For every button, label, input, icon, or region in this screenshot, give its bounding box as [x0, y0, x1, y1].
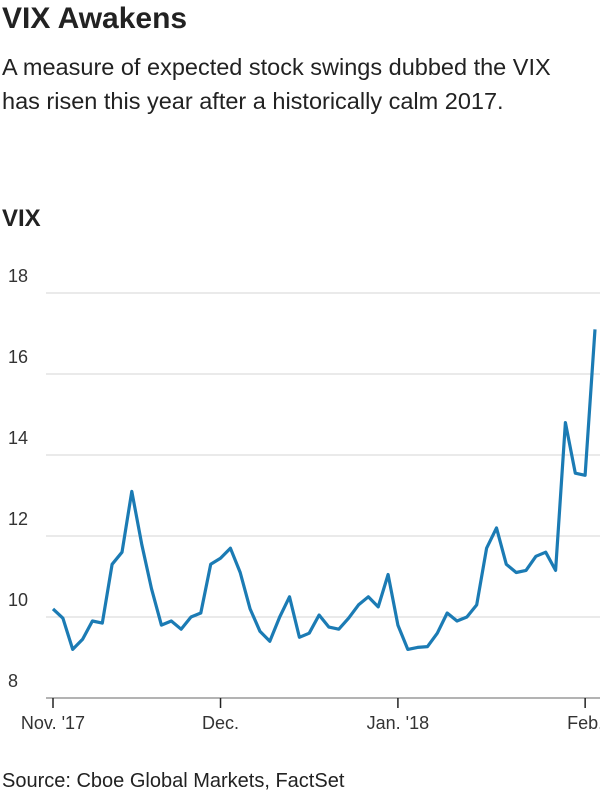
x-tick-label: Nov. '17	[21, 713, 85, 733]
source: Source: Cboe Global Markets, FactSet	[2, 770, 345, 792]
y-tick-label: 8	[8, 671, 18, 691]
x-tick-label: Feb.	[567, 713, 600, 733]
y-tick-label: 10	[8, 590, 28, 610]
chart-subtitle: A measure of expected stock swings dubbe…	[2, 54, 551, 114]
x-tick-label: Dec.	[202, 713, 239, 733]
y-tick-label: 16	[8, 347, 28, 367]
y-tick-label: 18	[8, 266, 28, 286]
chart-title: VIX Awakens	[2, 2, 188, 35]
chart: 8 10 12 14 16 18 Nov. '17 Dec. Jan. '18 Feb.	[8, 266, 600, 733]
y-tick-label: 12	[8, 509, 28, 529]
y-axis-label: VIX	[2, 205, 41, 232]
x-tick-label: Jan. '18	[367, 713, 429, 733]
data-line	[51, 329, 597, 651]
y-tick-label: 14	[8, 428, 28, 448]
